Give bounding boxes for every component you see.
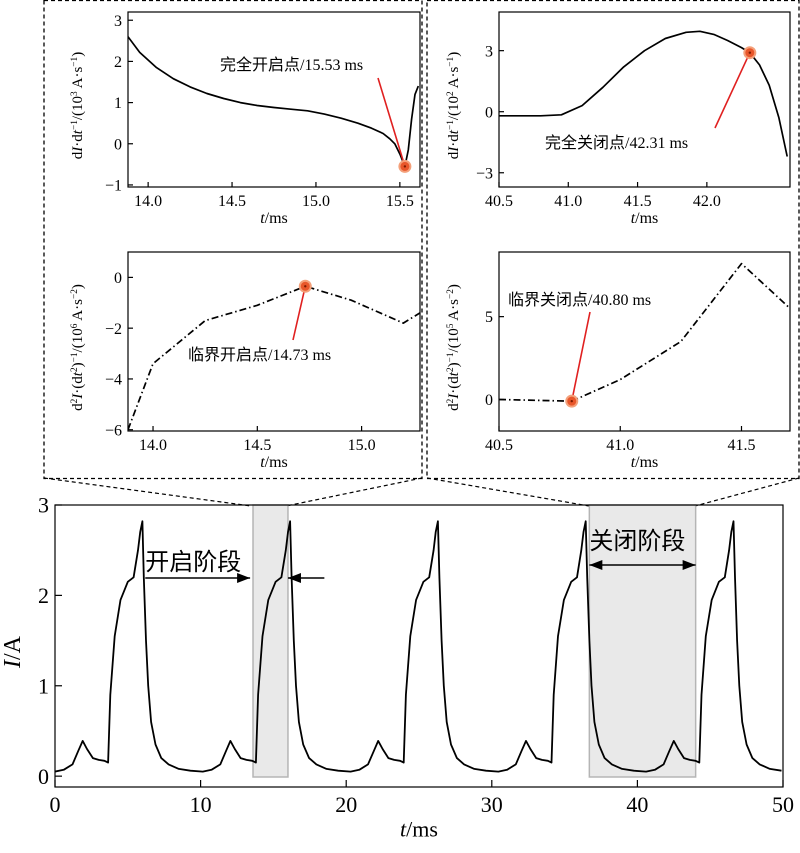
annotation-leader (377, 77, 406, 167)
y-tick-label: −3 (476, 165, 493, 182)
x-axis-label: t/ms (260, 210, 288, 227)
y-tick-label: 2 (38, 583, 49, 608)
annotation-leader (714, 52, 751, 129)
x-tick-label: 40 (626, 792, 648, 817)
chart-top-left-lower: 14.0 14.5 15.0 −6 −4 −2 0 t/ms d2I·(dt2)−1/(106 … (70, 251, 421, 471)
series-line (499, 262, 790, 403)
chart-top-right-lower: 40.5 41.0 41.5 0 5 t/ms d2I·(dt2)−1/(105 A·s−2… (446, 251, 791, 471)
marker-center (570, 399, 573, 403)
y-tick-label: 0 (485, 392, 493, 409)
chart-top-left-upper: 14.0 14.5 15.0 15.5 −1 0 1 2 3 t/ms dI·dt−1/(103 A… (70, 11, 421, 227)
plot-frame (127, 251, 421, 432)
annotation-label: 完全关闭点/42.31 ms (545, 134, 688, 152)
x-tick-label: 14.0 (139, 437, 167, 454)
x-tick-label: 20 (335, 792, 357, 817)
x-tick-label: 15.0 (302, 193, 330, 210)
x-tick-label: 50 (772, 792, 794, 817)
x-tick-label: 40.5 (485, 193, 513, 210)
x-axis-label: t/ms (260, 454, 288, 471)
y-tick-label: 2 (114, 54, 122, 71)
y-tick-label: −4 (105, 372, 122, 389)
x-tick-label: 0 (50, 792, 61, 817)
x-tick-label: 15.0 (348, 437, 376, 454)
x-tick-label: 10 (190, 792, 212, 817)
annotation-label: 临界关闭点/40.80 ms (508, 291, 651, 309)
annotation-leader (292, 286, 307, 341)
zoom-connector-right-a (426, 477, 590, 507)
phase-arrow-head (287, 573, 301, 583)
series-group (128, 285, 420, 431)
series-line (499, 30, 789, 157)
shaded-region (588, 504, 697, 778)
y-tick-label: 3 (485, 43, 493, 60)
y-axis-label: I/A (0, 635, 26, 669)
series-group (55, 520, 782, 773)
phase-label: 关闭阶段 (589, 528, 685, 555)
x-axis-label: t/ms (631, 210, 659, 227)
y-axis-label: d2I·(dt2)−1/(106 A·s−2) (70, 284, 86, 411)
zoom-connector-left-b (285, 477, 423, 507)
phase-arrow-head (589, 560, 603, 570)
y-tick-label: 1 (38, 673, 49, 698)
x-tick-label: 30 (481, 792, 503, 817)
y-tick-label: 0 (485, 104, 493, 121)
y-tick-label: 5 (485, 309, 493, 326)
x-tick-label: 15.5 (386, 193, 414, 210)
y-tick-label: −2 (105, 321, 122, 338)
x-tick-label: 14.0 (134, 193, 162, 210)
x-tick-label: 14.5 (218, 193, 246, 210)
marker-center (304, 285, 307, 288)
chart-top-right-upper: 40.5 41.0 41.5 42.0 −3 0 3 t/ms dI·dt−1/(102 A·s… (446, 11, 791, 227)
zoom-connector-left-a (43, 477, 252, 507)
y-tick-label: 3 (114, 13, 122, 30)
y-tick-label: 0 (114, 270, 122, 287)
series-group (499, 262, 790, 403)
plot-frame (498, 251, 791, 432)
current-waveform (55, 520, 782, 773)
x-axis-label: t/ms (400, 817, 438, 842)
inset-frame-left (43, 0, 423, 480)
x-tick-label: 41.5 (624, 193, 652, 210)
phase-arrow-head (237, 573, 251, 583)
series-group (499, 30, 789, 157)
y-axis-label: dI·dt−1/(103 A·s−1) (70, 52, 86, 159)
x-tick-label: 14.5 (243, 437, 271, 454)
x-tick-label: 41.0 (606, 437, 634, 454)
phase-arrow-head (682, 560, 696, 570)
plot-frame (127, 11, 421, 188)
y-tick-label: −1 (105, 178, 122, 195)
inset-frame-right (426, 0, 800, 480)
marker-center (403, 165, 407, 168)
x-tick-label: 41.5 (728, 437, 756, 454)
series-line (128, 285, 420, 431)
zoom-connector-right-b (694, 477, 800, 507)
y-tick-label: 3 (38, 493, 49, 518)
plot-frame (54, 504, 784, 788)
y-tick-label: 0 (114, 136, 122, 153)
annotation-label: 临界开启点/14.73 ms (188, 346, 331, 364)
phase-label: 开启阶段 (145, 549, 241, 576)
shaded-region (252, 504, 289, 778)
x-tick-label: 42.0 (693, 193, 721, 210)
annotation-leader (570, 311, 591, 402)
y-tick-label: −6 (105, 422, 122, 439)
marker-center (748, 51, 752, 54)
chart-bottom-main: 0 10 20 30 40 50 0 1 2 3 t/ms I/A 开启阶段 关闭阶段 (0, 493, 794, 842)
annotation-label: 完全开启点/15.53 ms (220, 56, 363, 74)
x-axis-label: t/ms (631, 454, 659, 471)
y-tick-label: 1 (114, 95, 122, 112)
plot-frame (498, 11, 791, 188)
x-tick-label: 41.0 (554, 193, 582, 210)
y-axis-label: d2I·(dt2)−1/(105 A·s−2) (446, 284, 462, 411)
y-tick-label: 0 (38, 764, 49, 789)
y-axis-label: dI·dt−1/(102 A·s−1) (446, 52, 462, 159)
x-tick-label: 40.5 (485, 437, 513, 454)
charts-layer: 14.0 14.5 15.0 15.5 −1 0 1 2 3 t/ms dI·dt−1/(103 A… (0, 11, 794, 842)
